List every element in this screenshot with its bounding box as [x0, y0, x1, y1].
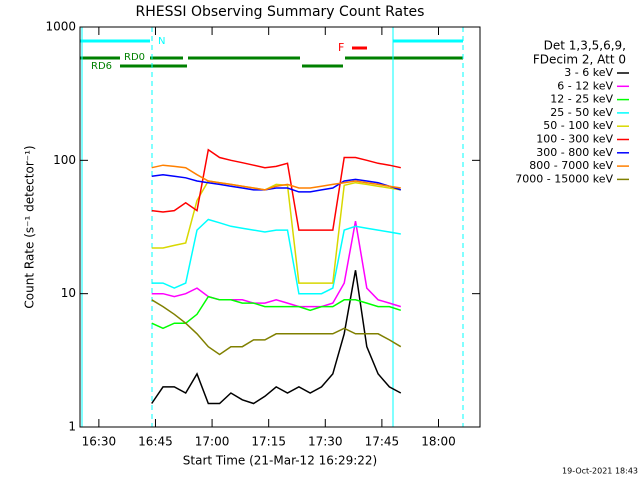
legend-header: FDecim 2, Att 0 [533, 53, 626, 67]
legend-label: 6 - 12 keV [557, 79, 613, 92]
flag-label: RD6 [91, 61, 112, 72]
series-line [151, 173, 402, 193]
legend-label: 25 - 50 keV [550, 106, 613, 119]
x-tick-label: 16:30 [82, 435, 117, 449]
plot-frame [79, 26, 481, 428]
x-tick-label: 16:45 [138, 435, 173, 449]
y-tick-label: 100 [53, 153, 76, 167]
y-tick-label: 10 [61, 286, 76, 300]
y-tick-label: 1000 [45, 20, 76, 34]
y-tick-label: 1 [68, 420, 76, 434]
legend-label: 3 - 6 keV [564, 66, 613, 79]
legend-label: 12 - 25 keV [550, 93, 613, 106]
flag-bars [80, 39, 463, 68]
series-line [151, 220, 402, 308]
legend-header: Det 1,3,5,6,9, [544, 39, 626, 53]
x-tick-label: 17:15 [251, 435, 286, 449]
x-axis-label: Start Time (21-Mar-12 16:29:22) [183, 454, 377, 468]
x-tick-label: 17:45 [365, 435, 400, 449]
flag-label: N [158, 36, 165, 47]
series-line [151, 218, 401, 295]
series-line [151, 295, 402, 330]
chart-title: RHESSI Observing Summary Count Rates [136, 4, 425, 20]
legend-label: 300 - 800 keV [536, 146, 613, 159]
flag-label: RD0 [124, 52, 145, 63]
legend-label: 7000 - 15000 keV [515, 172, 613, 185]
legend-label: 100 - 300 keV [536, 133, 613, 146]
x-tick-label: 18:00 [421, 435, 456, 449]
x-tick-label: 17:30 [308, 435, 343, 449]
x-tick-label: 17:00 [195, 435, 230, 449]
legend-label: 800 - 7000 keV [529, 159, 613, 172]
mode-lines [81, 27, 464, 427]
flag-label: F [338, 41, 344, 54]
footer: 19-Oct-2021 18:43 [562, 467, 638, 476]
y-axis-label: Count Rate (s⁻¹ detector⁻¹) [23, 145, 37, 308]
series-line [151, 180, 401, 284]
series-line [151, 299, 402, 356]
legend-label: 50 - 100 keV [543, 119, 613, 132]
series-line [151, 148, 401, 231]
series-line [151, 164, 401, 191]
series-line [151, 270, 402, 405]
